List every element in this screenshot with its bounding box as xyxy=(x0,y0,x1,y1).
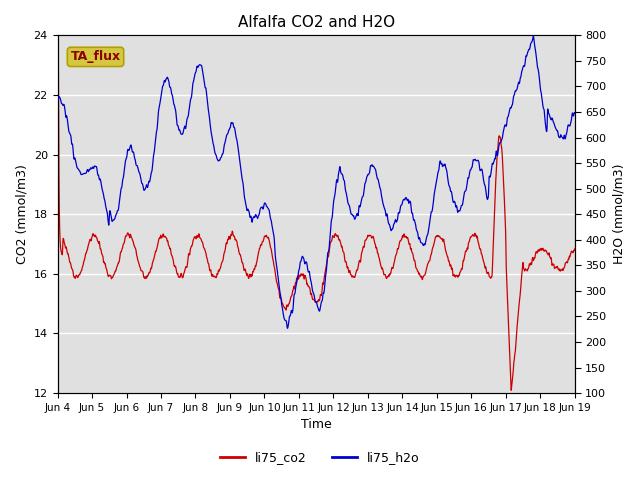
Y-axis label: H2O (mmol/m3): H2O (mmol/m3) xyxy=(612,164,625,264)
Text: TA_flux: TA_flux xyxy=(70,50,120,63)
Legend: li75_co2, li75_h2o: li75_co2, li75_h2o xyxy=(215,446,425,469)
Y-axis label: CO2 (mmol/m3): CO2 (mmol/m3) xyxy=(15,164,28,264)
X-axis label: Time: Time xyxy=(301,419,332,432)
Title: Alfalfa CO2 and H2O: Alfalfa CO2 and H2O xyxy=(237,15,395,30)
